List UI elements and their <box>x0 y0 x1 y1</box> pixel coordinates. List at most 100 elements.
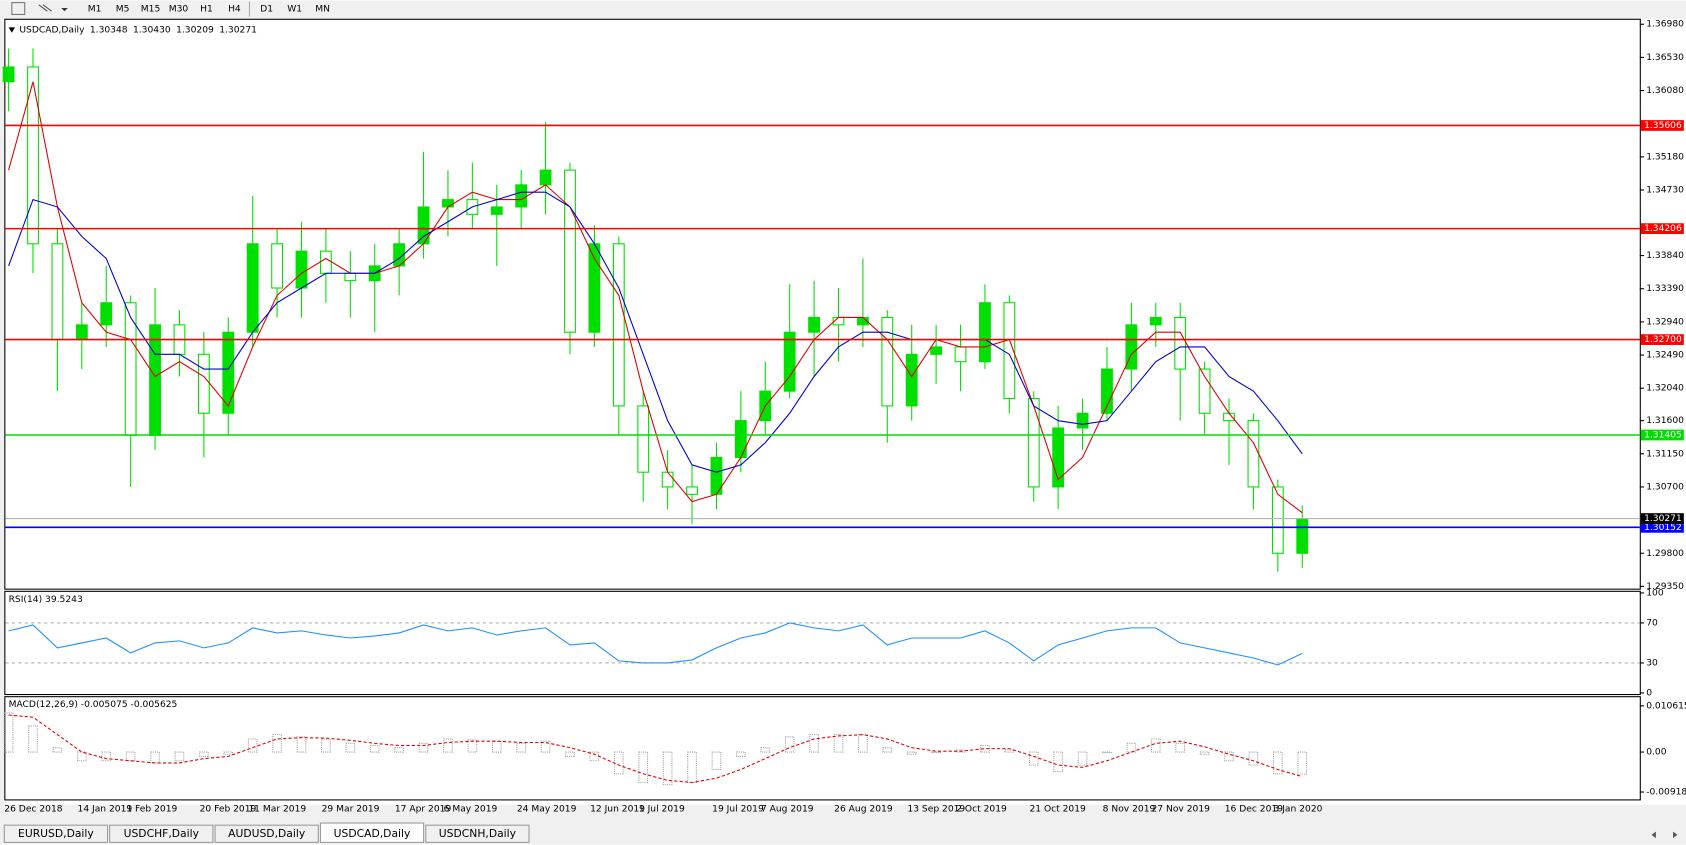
macd-bar <box>199 751 209 757</box>
y-tick-label: 1.32490 <box>1646 351 1684 361</box>
candle-body <box>637 405 650 473</box>
tab-bar: EURUSD,Daily USDCHF,Daily AUDUSD,Daily USDC… <box>0 822 1686 845</box>
period-button[interactable]: H1 <box>200 5 213 15</box>
macd-bar <box>394 747 404 753</box>
candle-body <box>490 206 503 215</box>
macd-bar <box>1297 751 1308 775</box>
y-tick-label: 0 <box>1646 688 1652 698</box>
period-label[interactable]: H4 <box>228 5 241 15</box>
x-tick-label: 8 Nov 2019 <box>1103 805 1156 815</box>
y-tick-label: 1.31150 <box>1646 449 1684 459</box>
macd-bar <box>784 736 795 753</box>
x-tick-label: 19 Jul 2019 <box>712 805 764 815</box>
period-label[interactable]: D1 <box>260 5 273 15</box>
x-tick-label: 21 Oct 2019 <box>1029 805 1086 815</box>
macd-bar <box>296 736 307 753</box>
ohlc-value: 1.30209 <box>176 25 214 35</box>
tab-bg[interactable] <box>109 824 214 843</box>
tab-bg[interactable] <box>319 822 425 843</box>
period-button[interactable]: H4 <box>228 5 241 15</box>
macd-bar <box>467 739 478 753</box>
y-tick-label: 1.36530 <box>1646 53 1684 63</box>
y-tick-label: 0.00 <box>1646 748 1667 758</box>
y-tick-label: 1.31600 <box>1646 416 1684 426</box>
tab-label[interactable]: USDCNH,Daily <box>439 827 517 840</box>
period-label[interactable]: M30 <box>169 5 189 15</box>
period-label[interactable]: M15 <box>141 5 161 15</box>
period-button[interactable]: M30 <box>169 5 189 15</box>
chart-header: USDCAD,Daily 1.30348 1.30430 1.30209 1.30271 <box>19 25 257 35</box>
candle-body <box>539 169 552 186</box>
candle-body <box>686 486 698 495</box>
macd-bar <box>369 744 380 753</box>
tab-label[interactable]: EURUSD,Daily <box>18 827 94 840</box>
chart-tab[interactable]: AUDUSD,Daily <box>214 824 319 843</box>
level-tag <box>1640 521 1684 533</box>
ohlc-value: 1.30430 <box>133 25 171 35</box>
tab-label[interactable]: AUDUSD,Daily <box>228 827 306 840</box>
y-tick-label: 1.30700 <box>1646 482 1684 492</box>
period-button[interactable]: MN <box>315 5 330 15</box>
level-tag <box>1640 223 1684 235</box>
candle-body <box>661 471 674 488</box>
collapse-arrow[interactable] <box>8 27 16 33</box>
period-label[interactable]: H1 <box>200 5 213 15</box>
candle-body <box>1174 316 1187 370</box>
macd-bar <box>565 751 575 757</box>
toolbar: M1 M5 M15 M30 H1 H4 D1 W1 MN <box>0 0 334 18</box>
chart-tab[interactable]: USDCNH,Daily <box>425 824 530 843</box>
candle-body <box>295 250 308 289</box>
period-button[interactable]: M15 <box>141 5 161 15</box>
period-button[interactable]: M5 <box>116 5 130 15</box>
candle-body <box>75 324 88 341</box>
tab-bg[interactable] <box>3 824 109 843</box>
y-tick-label: 1.32040 <box>1646 384 1684 394</box>
y-tick-label: 70 <box>1646 618 1658 628</box>
candle-body <box>734 420 747 459</box>
macd-bar <box>516 742 527 753</box>
period-label[interactable]: W1 <box>287 5 302 15</box>
macd-bar <box>882 747 893 753</box>
candle-body <box>1247 420 1260 488</box>
tab-bg[interactable] <box>425 824 530 843</box>
tool-icon[interactable] <box>38 4 52 12</box>
price-panel <box>4 18 1641 590</box>
tab-label[interactable]: USDCAD,Daily <box>334 827 411 840</box>
chart-tab[interactable]: USDCAD,Daily <box>319 822 425 843</box>
period-label[interactable]: M5 <box>116 5 130 15</box>
period-button[interactable]: W1 <box>287 5 302 15</box>
x-tick-label: 14 Jan 2019 <box>78 805 133 815</box>
candle-body <box>564 169 576 333</box>
rsi-panel <box>4 590 1641 696</box>
candle-body <box>100 302 113 326</box>
period-label[interactable]: MN <box>315 5 330 15</box>
x-tick-label: 2 Oct 2019 <box>956 805 1007 815</box>
tab-label[interactable]: USDCHF,Daily <box>124 827 200 840</box>
macd-bar <box>662 751 673 786</box>
tab-bg[interactable] <box>214 824 319 843</box>
macd-panel <box>4 696 1641 801</box>
candle-body <box>881 316 894 407</box>
macd-bar <box>1224 751 1234 762</box>
macd-bar <box>980 744 990 753</box>
candle-body <box>197 353 210 414</box>
chart-tab[interactable]: USDCHF,Daily <box>109 824 214 843</box>
candle-body <box>246 243 259 333</box>
period-button[interactable]: D1 <box>260 5 273 15</box>
period-label[interactable]: M1 <box>88 5 102 15</box>
text-tool-icon[interactable] <box>11 2 26 15</box>
level-tag <box>1640 334 1684 345</box>
y-tick-label: 1.34730 <box>1646 186 1684 196</box>
macd-bar <box>443 738 453 753</box>
x-tick-label: 29 Mar 2019 <box>322 805 380 815</box>
macd-bar <box>736 751 746 757</box>
chart-tab[interactable]: EURUSD,Daily <box>3 824 109 843</box>
candle-body <box>1076 412 1089 429</box>
candle-body <box>222 331 235 414</box>
dropdown-arrow[interactable] <box>61 7 68 12</box>
candle-body <box>1198 368 1211 414</box>
x-tick-label: 26 Aug 2019 <box>834 805 893 815</box>
x-tick-label: 13 Sep 2019 <box>907 805 965 815</box>
period-button[interactable]: M1 <box>88 5 102 15</box>
